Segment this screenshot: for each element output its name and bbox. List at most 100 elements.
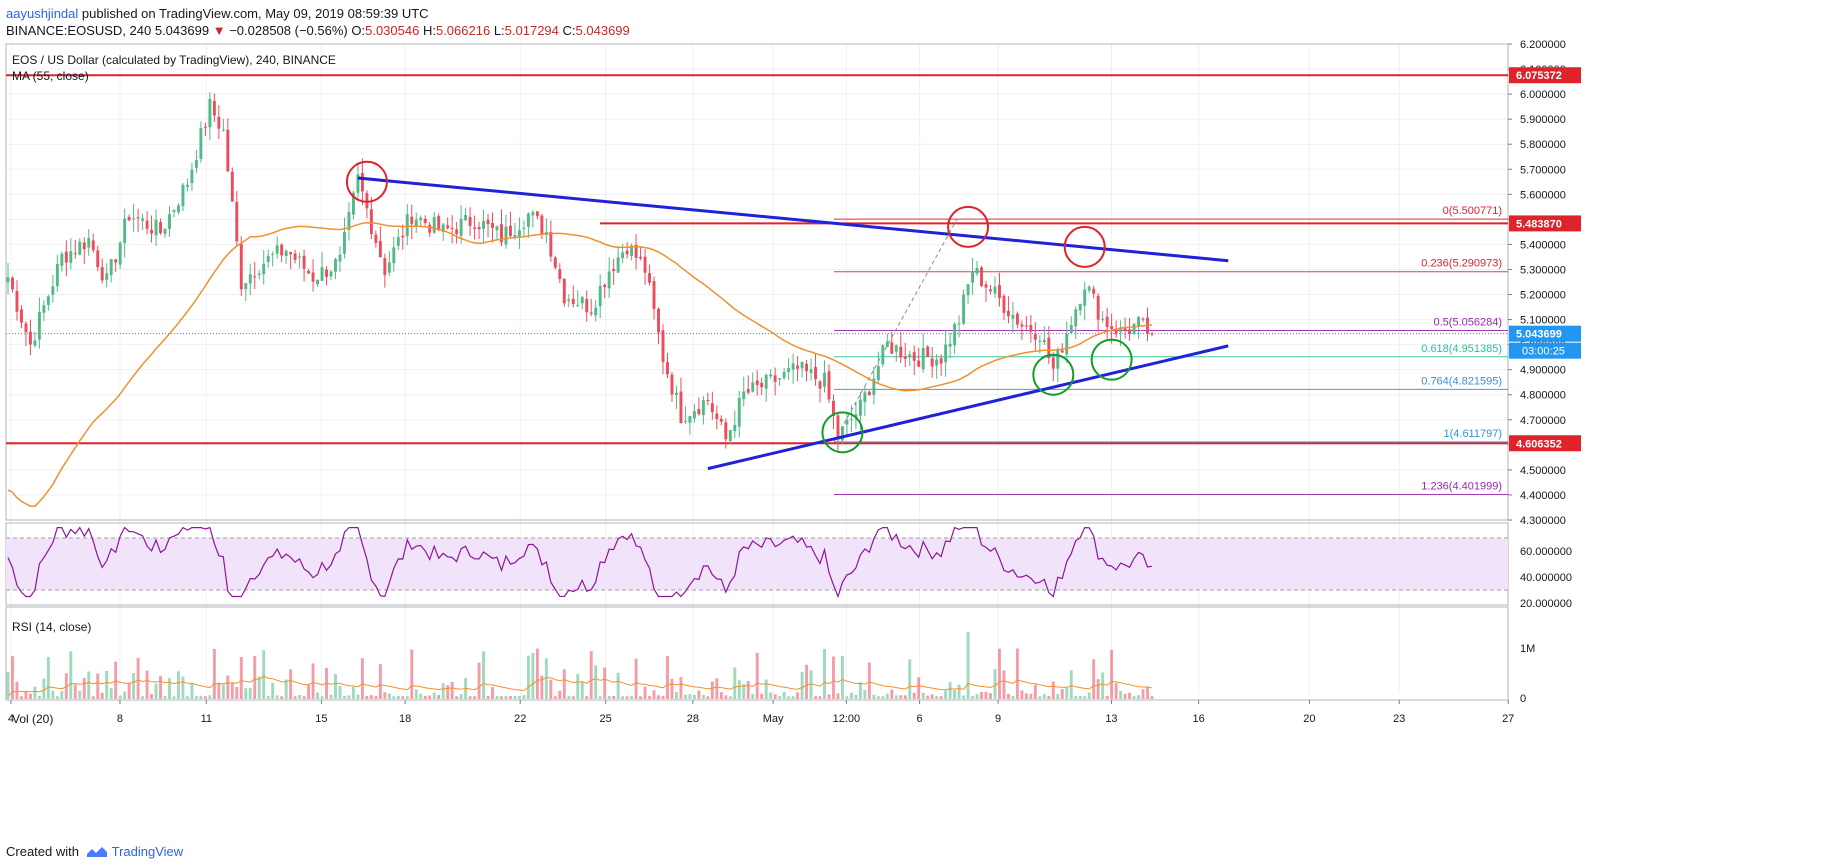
volume-bar — [482, 651, 486, 699]
candle-body — [1015, 313, 1019, 325]
high-value: 5.066216 — [435, 23, 491, 38]
candle-body — [132, 218, 136, 220]
price-tick-label: 5.700000 — [1520, 164, 1566, 176]
volume-bar — [73, 684, 77, 699]
volume-bar — [930, 694, 934, 699]
volume-bar — [666, 656, 669, 699]
volume-bar — [491, 687, 494, 699]
low-value: 5.017294 — [504, 23, 559, 38]
volume-bar — [338, 685, 342, 699]
candle-body — [226, 129, 230, 172]
candle-body — [150, 229, 154, 234]
horizontal-levels[interactable] — [6, 74, 1508, 445]
price-label-bg — [1509, 67, 1581, 84]
volume-bar — [728, 696, 732, 699]
footer: Created with TradingView — [6, 844, 183, 859]
candle-body — [607, 271, 611, 289]
candle-body — [374, 234, 378, 243]
volume-bar — [648, 696, 651, 699]
volume-bar — [302, 696, 306, 699]
candle-body — [697, 408, 701, 415]
volume-bar — [168, 678, 171, 699]
volume-bar — [1078, 696, 1082, 699]
volume-bar — [823, 648, 826, 699]
volume-bar — [334, 673, 337, 699]
volume-bar — [1083, 696, 1087, 699]
volume-bar — [540, 675, 544, 699]
candle-body — [648, 273, 651, 283]
price-axis[interactable]: 6.2000006.1000006.0000005.9000005.800000… — [1508, 39, 1581, 705]
fib-level-label: 0.5(5.056284) — [1434, 317, 1503, 329]
candle-body — [751, 382, 755, 392]
volume-bar — [809, 670, 813, 699]
candle-body — [428, 224, 432, 233]
candle-body — [1087, 286, 1091, 291]
candle-body — [935, 359, 939, 366]
candle-body — [553, 257, 557, 268]
candle-body — [28, 331, 32, 345]
price-label-text: 5.043699 — [1516, 329, 1562, 341]
candle-body — [118, 242, 122, 265]
candle-body — [78, 241, 82, 255]
volume-bar — [190, 683, 194, 699]
volume-bar — [917, 677, 921, 699]
volume-bar — [1074, 696, 1078, 699]
candle-body — [791, 363, 795, 370]
time-axis[interactable]: 4 8 11 15 18 22 25 28 May 12:00 6 9 13 16 20 23 27 — [8, 700, 1514, 725]
rsi-tick-label: 40.000000 — [1520, 572, 1572, 584]
candle-body — [87, 238, 91, 248]
author-link[interactable]: aayushjindal — [6, 6, 79, 21]
time-tick-label: 13 — [1105, 713, 1117, 725]
candle-body — [571, 298, 575, 305]
publish-line: aayushjindal published on TradingView.co… — [6, 6, 429, 21]
candle-body — [944, 344, 948, 363]
candle-body — [805, 363, 809, 372]
volume-bar — [1056, 694, 1060, 699]
volume-bar — [1141, 689, 1145, 699]
volume-bar — [150, 694, 154, 699]
candle-body — [495, 226, 499, 231]
volume-bar — [455, 696, 459, 699]
volume-bar — [989, 693, 992, 699]
candle-body — [1002, 295, 1006, 313]
volume-bar — [1150, 696, 1154, 699]
candle-body — [33, 340, 37, 346]
volume-bar — [468, 696, 472, 699]
candle-body — [679, 391, 683, 424]
candle-body — [742, 391, 746, 400]
tradingview-brand[interactable]: TradingView — [111, 844, 184, 859]
volume-bar — [589, 651, 593, 699]
time-tick-label: 27 — [1502, 713, 1514, 725]
candle-body — [302, 255, 306, 269]
volume-bar — [280, 696, 284, 699]
volume-bar — [392, 696, 396, 699]
candle-body — [387, 262, 391, 273]
volume-bar — [805, 664, 809, 699]
trendlines[interactable] — [357, 176, 1229, 471]
time-tick-label: 15 — [315, 713, 327, 725]
volume-bar — [1060, 689, 1064, 699]
volume-bar — [688, 694, 692, 699]
fibonacci-retracement[interactable]: 0(5.500771) 0.236(5.290973) 0.5(5.056284) 0… — [833, 205, 1508, 495]
candle-body — [876, 366, 880, 381]
candle-body — [858, 399, 862, 416]
volume-bar — [1033, 684, 1037, 699]
volume-legend: Vol (20) — [12, 712, 53, 726]
volume-bar — [926, 695, 930, 699]
candle-body — [221, 129, 225, 131]
candle-body — [504, 226, 508, 245]
candle-body — [401, 235, 405, 238]
candle-body — [939, 358, 943, 364]
candle-body — [966, 284, 970, 296]
candle-body — [423, 218, 427, 224]
candle-body — [814, 367, 817, 380]
price-tick-label: 4.900000 — [1520, 365, 1566, 377]
candle-body — [1132, 323, 1136, 334]
candle-body — [266, 255, 270, 262]
rsi-tick-label: 60.000000 — [1520, 546, 1572, 558]
volume-bar — [105, 670, 109, 699]
candle-body — [185, 184, 189, 187]
annotation-circles[interactable] — [345, 160, 1133, 454]
volume-ma-line — [7, 675, 1153, 697]
